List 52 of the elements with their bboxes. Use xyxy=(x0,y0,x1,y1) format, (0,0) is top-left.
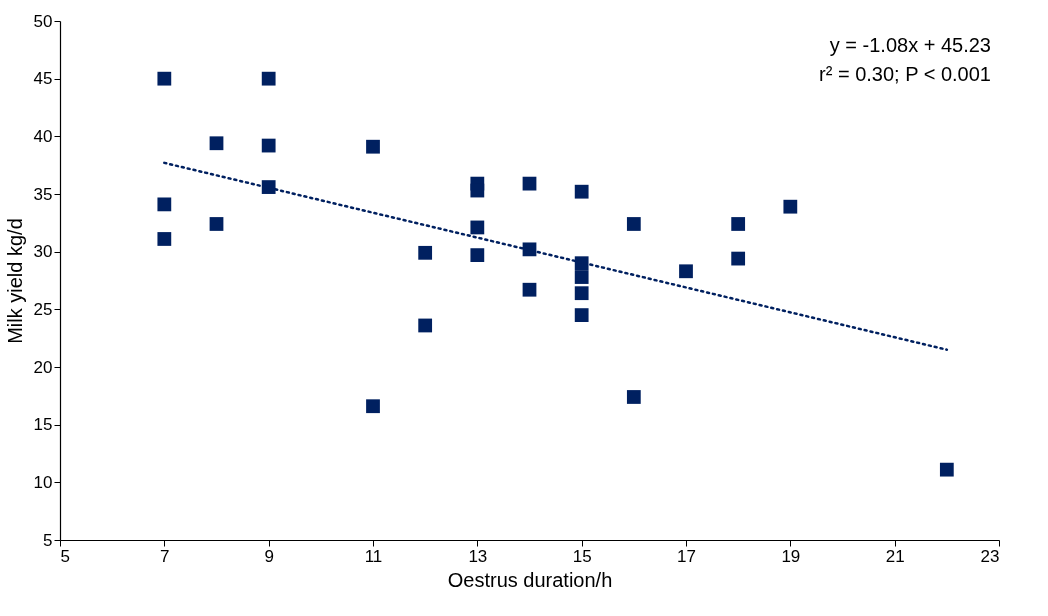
y-tick-label: 35 xyxy=(33,184,53,204)
point xyxy=(209,217,224,231)
point xyxy=(157,197,172,212)
point xyxy=(574,270,589,284)
point xyxy=(626,217,641,231)
y-tick-label: 15 xyxy=(33,415,53,435)
x-tick-label: 17 xyxy=(677,546,696,566)
y-tick-label: 50 xyxy=(33,11,53,31)
point xyxy=(731,251,746,266)
x-tick-label: 11 xyxy=(364,546,383,566)
x-tick-label: 9 xyxy=(264,546,274,566)
point xyxy=(157,71,172,86)
point xyxy=(418,245,433,260)
point xyxy=(731,217,746,231)
x-tick-label: 15 xyxy=(572,546,592,566)
annotation: y = -1.08x + 45.23 xyxy=(829,34,991,56)
point xyxy=(261,138,276,153)
y-tick-label: 5 xyxy=(43,530,53,550)
x-tick-label: 5 xyxy=(60,546,70,566)
x-tick-label: 21 xyxy=(885,546,905,566)
point xyxy=(626,390,641,404)
x-tick-label: 23 xyxy=(980,546,1000,566)
y-tick-label: 45 xyxy=(33,69,53,89)
point xyxy=(470,248,485,263)
x-axis-title: Oestrus duration/h xyxy=(447,568,613,591)
point xyxy=(418,318,433,333)
y-axis-title: Milk yield kg/d xyxy=(3,218,26,344)
point xyxy=(470,220,485,235)
x-tick-label: 19 xyxy=(781,546,801,566)
point xyxy=(157,232,172,246)
point xyxy=(261,71,276,86)
point xyxy=(679,264,693,279)
point xyxy=(366,399,380,414)
y-tick-label: 40 xyxy=(33,126,53,146)
y-tick-label: 10 xyxy=(33,472,53,492)
y-tick-label: 25 xyxy=(33,299,53,319)
x-tick-label: 7 xyxy=(160,546,170,566)
point xyxy=(574,308,589,322)
y-tick-label: 30 xyxy=(33,242,53,262)
point xyxy=(522,282,537,297)
point xyxy=(574,184,589,199)
point xyxy=(574,286,589,301)
point xyxy=(522,176,537,191)
point xyxy=(209,136,224,151)
point xyxy=(783,199,798,214)
point xyxy=(366,139,380,154)
annotation: r² = 0.30; P < 0.001 xyxy=(819,63,991,85)
point xyxy=(939,462,954,477)
point xyxy=(470,183,485,198)
x-tick-label: 13 xyxy=(468,546,488,566)
y-tick-label: 20 xyxy=(33,357,53,377)
point xyxy=(574,256,589,271)
